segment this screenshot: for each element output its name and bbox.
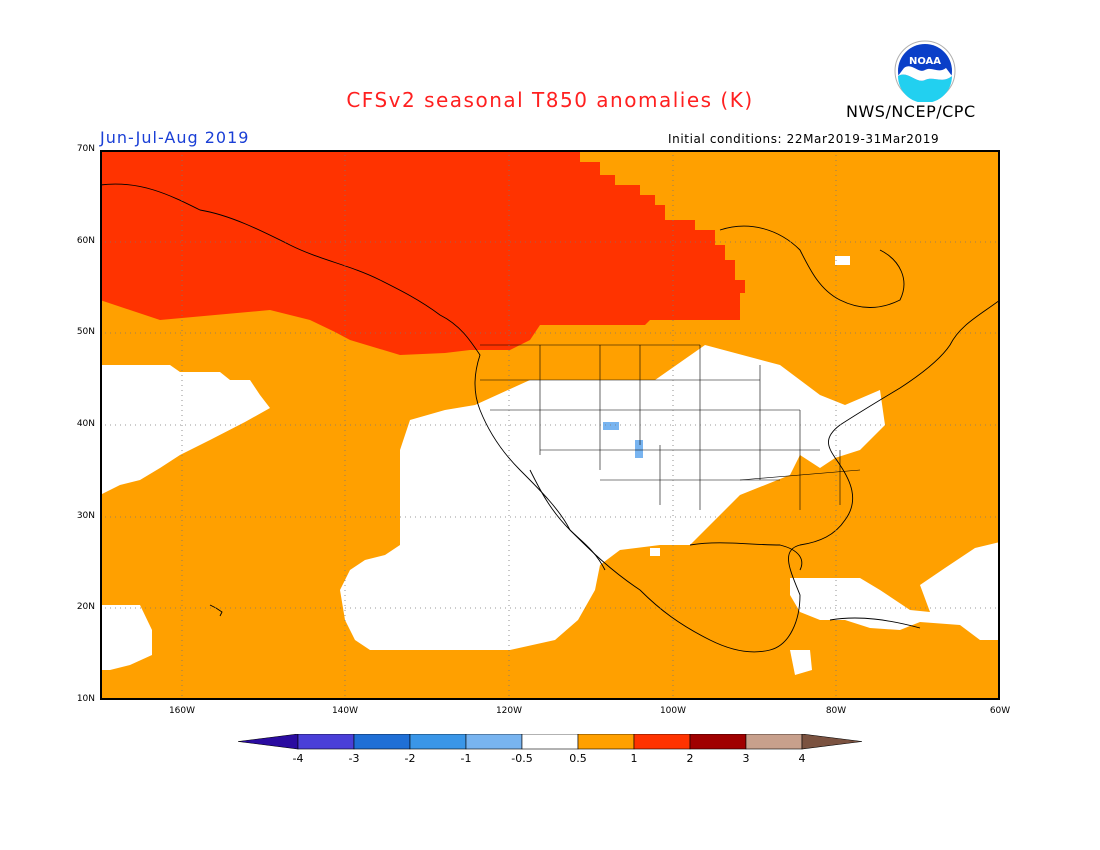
colorbar-label: -4 [292, 752, 304, 765]
graticule [100, 150, 1000, 700]
colorbar-label: 0.5 [569, 752, 587, 765]
colorbar-bin [409, 734, 467, 750]
colorbar-label: 4 [798, 752, 806, 765]
lon-label: 140W [331, 706, 359, 716]
cuba-coast [829, 617, 921, 629]
gulf-coastline [689, 542, 803, 571]
colorbar-bin [633, 734, 691, 750]
lon-label: 120W [495, 706, 523, 716]
neutral-central-america [790, 650, 812, 675]
neutral-west-pacific-south [100, 605, 152, 670]
colorbar [238, 734, 862, 750]
state-borders [480, 344, 861, 510]
anomaly-map [100, 150, 1000, 700]
cool-spot-utah [603, 422, 619, 430]
lat-label: 70N [76, 144, 95, 154]
lon-label: 80W [825, 706, 847, 716]
colorbar-bin [577, 734, 635, 750]
colorbar-label: 2 [686, 752, 694, 765]
agency-label: NWS/NCEP/CPC [846, 102, 976, 121]
map-frame [100, 150, 1000, 700]
noaa-logo: NOAA [894, 40, 956, 102]
neutral-caribbean [790, 542, 1000, 640]
hudson-bay-coast [719, 225, 905, 308]
colorbar-label: -3 [348, 752, 360, 765]
neutral-eastern-pacific-us [340, 345, 885, 650]
lon-label: 160W [168, 706, 196, 716]
hawaii-coast [209, 604, 223, 617]
baja-coastline [529, 469, 606, 571]
coastlines [100, 183, 1000, 653]
colorbar-label: 3 [742, 752, 750, 765]
colorbar-bin [745, 734, 803, 750]
cool-anomaly-spots [603, 422, 643, 458]
strong-warm-region [100, 150, 745, 355]
neutral-regions [100, 256, 1000, 675]
north-america-coastline [100, 183, 1000, 653]
map-title: CFSv2 seasonal T850 anomalies (K) [346, 88, 754, 112]
colorbar-label: -0.5 [511, 752, 533, 765]
lat-label: 60N [76, 236, 95, 246]
lat-label: 20N [76, 602, 95, 612]
neutral-gulf-spot [650, 548, 660, 556]
red-alaska-canada [100, 150, 745, 355]
colorbar-min-arrow [238, 734, 299, 750]
svg-text:NOAA: NOAA [909, 56, 941, 67]
cool-spot-colorado [635, 440, 643, 458]
season-label: Jun-Jul-Aug 2019 [100, 128, 250, 147]
colorbar-bin [465, 734, 523, 750]
lat-label: 30N [76, 511, 95, 521]
colorbar-label: -2 [404, 752, 416, 765]
neutral-hudson-bay [835, 256, 850, 265]
colorbar-bin [297, 734, 355, 750]
colorbar-label: 1 [630, 752, 638, 765]
lat-label: 50N [76, 327, 95, 337]
colorbar-bin [353, 734, 411, 750]
orange-north-region [580, 150, 1000, 350]
colorbar-bin [689, 734, 747, 750]
colorbar-label: -1 [460, 752, 472, 765]
initial-conditions-label: Initial conditions: 22Mar2019-31Mar2019 [668, 132, 940, 146]
colorbar-max-arrow [801, 734, 862, 750]
lon-label: 60W [989, 706, 1011, 716]
lat-label: 40N [76, 419, 95, 429]
colorbar-bin [521, 734, 579, 750]
neutral-central-pacific [100, 365, 270, 495]
lon-label: 100W [659, 706, 687, 716]
lat-label: 10N [76, 694, 95, 704]
